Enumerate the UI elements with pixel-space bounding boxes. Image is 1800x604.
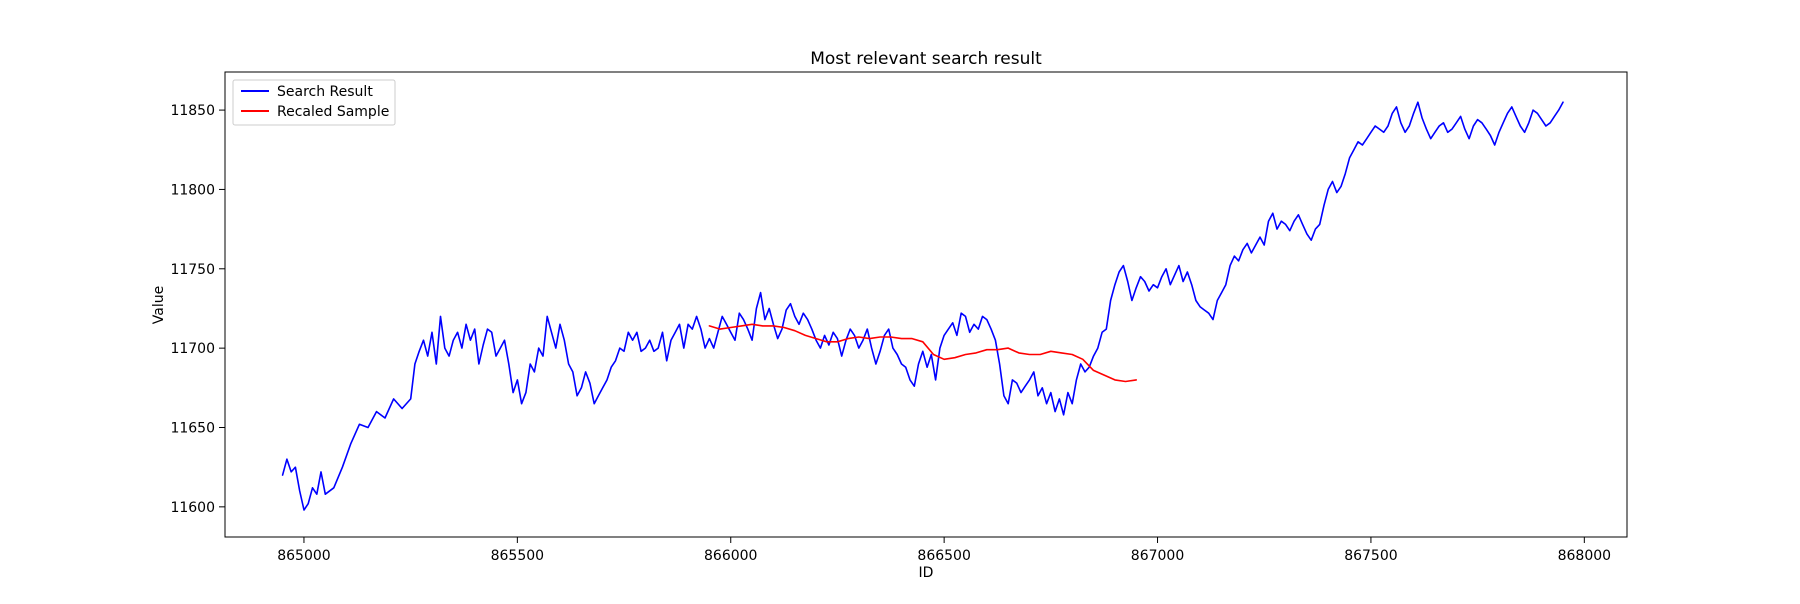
x-tick-label: 865500 (491, 548, 544, 564)
series-line-recaled-sample (708, 323, 1137, 383)
legend-label-recaled-sample: Recaled Sample (277, 104, 389, 120)
y-tick-label: 11650 (170, 420, 215, 436)
y-tick-label: 11700 (170, 341, 215, 357)
plot-area: 865000 865500 866000 866500 867000 867500 8680… (170, 71, 1628, 564)
y-tick-label: 11800 (170, 182, 215, 198)
x-tick-label: 868000 (1558, 548, 1611, 564)
x-axis-label: ID (919, 565, 934, 581)
legend: Search Result Recaled Sample (232, 79, 396, 126)
y-tick-label: 11600 (170, 500, 215, 516)
y-axis-ticks: 11600 11650 11700 11750 11800 11850 (170, 103, 225, 516)
x-axis-ticks: 865000 865500 866000 866500 867000 867500 8680… (277, 537, 1611, 564)
x-tick-label: 867500 (1344, 548, 1397, 564)
x-tick-label: 865000 (277, 548, 330, 564)
y-axis-label: Value (151, 286, 167, 324)
chart-title: Most relevant search result (810, 49, 1042, 69)
series-line-search-result (281, 101, 1564, 511)
legend-label-search-result: Search Result (277, 84, 373, 100)
y-tick-label: 11850 (170, 103, 215, 119)
legend-box (232, 79, 396, 126)
axes-frame (224, 71, 1628, 538)
x-tick-label: 866000 (704, 548, 757, 564)
series-layer (281, 101, 1564, 511)
x-tick-label: 866500 (917, 548, 970, 564)
x-tick-label: 867000 (1131, 548, 1184, 564)
y-tick-label: 11750 (170, 262, 215, 278)
